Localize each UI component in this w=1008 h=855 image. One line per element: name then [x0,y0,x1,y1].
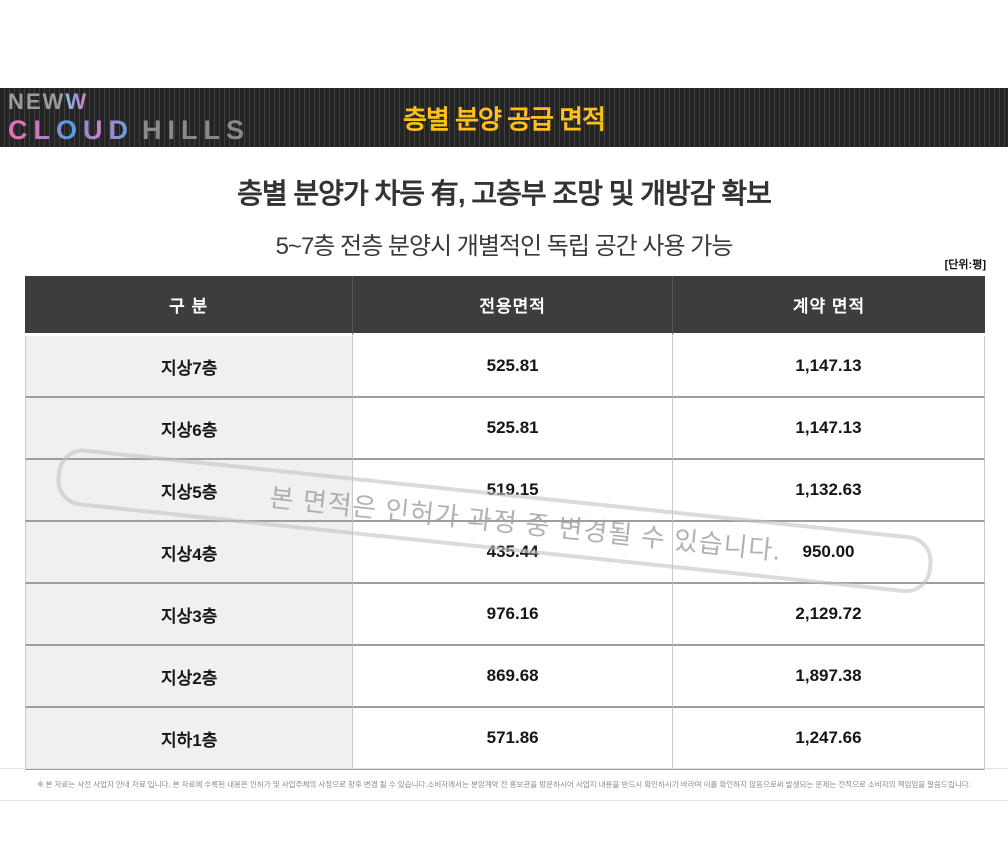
col-header-category: 구 분 [25,276,354,336]
floor-label: 지상4층 [25,522,354,584]
table-row: 지상7층 525.81 1,147.13 [25,336,985,398]
table-row: 지상3층 976.16 2,129.72 [25,584,985,646]
exclusive-area-value: 869.68 [353,646,673,708]
exclusive-area-value: 976.16 [353,584,673,646]
exclusive-area-value: 525.81 [353,336,673,398]
floor-area-table: 구 분 전용면적 계약 면적 지상7층 525.81 1,147.13 지상6층… [25,276,985,770]
contract-area-value: 2,129.72 [672,584,985,646]
floor-label: 지상7층 [25,336,354,398]
logo-new-text: NEW [8,89,66,114]
headline-suffix: , 고층부 조망 및 개방감 확보 [457,178,772,209]
page-title: 층별 분양 공급 면적 [402,104,606,134]
disclaimer-text: ※ 본 자료는 사전 사업지 안내 자료 입니다, 본 자료에 수록된 내용은 … [37,780,971,789]
floor-label: 지상6층 [25,398,354,460]
table-row: 지상2층 869.68 1,897.38 [25,646,985,708]
contract-area-value: 1,132.63 [672,460,985,522]
logo-cloud-text: CLOUD [8,115,134,145]
floor-label: 지상2층 [25,646,354,708]
header-bar: NEWW CLOUD HILLS 층별 분양 공급 면적 [0,88,1008,147]
contract-area-value: 1,247.66 [672,708,985,770]
exclusive-area-value: 571.86 [353,708,673,770]
col-header-exclusive-area: 전용면적 [353,276,673,336]
brand-logo: NEWW CLOUD HILLS [8,91,250,144]
floor-label: 지상5층 [25,460,354,522]
logo-w-accent: W [65,89,89,114]
table-row: 지상6층 525.81 1,147.13 [25,398,985,460]
logo-line1: NEWW [8,91,250,113]
headline: 층별 분양가 차등 有, 고층부 조망 및 개방감 확보 [0,172,1008,212]
table-header-row: 구 분 전용면적 계약 면적 [25,276,985,336]
logo-hills-text: HILLS [142,115,250,145]
disclaimer-footer: ※ 본 자료는 사전 사업지 안내 자료 입니다, 본 자료에 수록된 내용은 … [0,768,1008,801]
unit-label: [단위:평] [944,259,986,271]
col-header-contract-area: 계약 면적 [672,276,985,336]
table-row: 지하1층 571.86 1,247.66 [25,708,985,770]
floor-label: 지하1층 [25,708,354,770]
contract-area-value: 1,147.13 [672,336,985,398]
contract-area-value: 950.00 [672,522,985,584]
table-row: 지상4층 435.44 950.00 [25,522,985,584]
contract-area-value: 1,147.13 [672,398,985,460]
floor-label: 지상3층 [25,584,354,646]
exclusive-area-value: 519.15 [353,460,673,522]
subheadline: 5~7층 전층 분양시 개별적인 독립 공간 사용 가능 [275,233,734,260]
logo-line2: CLOUD HILLS [8,117,250,144]
headline-hanja: 有 [430,179,459,210]
exclusive-area-value: 435.44 [353,522,673,584]
table-row: 지상5층 519.15 1,132.63 [25,460,985,522]
headline-prefix: 층별 분양가 차등 [237,178,431,209]
contract-area-value: 1,897.38 [672,646,985,708]
exclusive-area-value: 525.81 [353,398,673,460]
